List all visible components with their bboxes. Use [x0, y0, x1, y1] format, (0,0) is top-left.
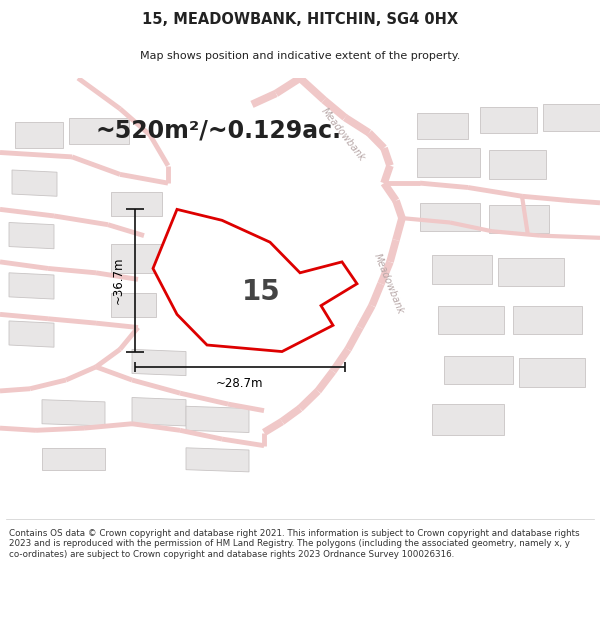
Polygon shape	[519, 358, 585, 386]
Polygon shape	[42, 400, 105, 426]
Text: ~36.7m: ~36.7m	[112, 257, 125, 304]
Polygon shape	[432, 404, 504, 435]
Polygon shape	[438, 306, 504, 334]
Text: Meadowbank: Meadowbank	[319, 106, 367, 164]
Polygon shape	[12, 170, 57, 196]
Text: ~520m²/~0.129ac.: ~520m²/~0.129ac.	[96, 119, 342, 142]
Polygon shape	[132, 398, 186, 426]
Polygon shape	[186, 448, 249, 472]
Text: Meadowbank: Meadowbank	[372, 252, 406, 316]
Polygon shape	[480, 106, 537, 132]
Polygon shape	[417, 113, 468, 139]
Polygon shape	[513, 306, 582, 334]
Polygon shape	[111, 244, 162, 272]
Polygon shape	[111, 192, 162, 216]
Text: 15: 15	[242, 279, 280, 306]
Polygon shape	[15, 122, 63, 148]
Text: Map shows position and indicative extent of the property.: Map shows position and indicative extent…	[140, 51, 460, 61]
Polygon shape	[9, 321, 54, 348]
Polygon shape	[132, 349, 186, 376]
Polygon shape	[9, 222, 54, 249]
Polygon shape	[417, 148, 480, 176]
Polygon shape	[111, 292, 156, 316]
Polygon shape	[69, 118, 129, 144]
Polygon shape	[9, 272, 54, 299]
Polygon shape	[432, 255, 492, 284]
Polygon shape	[420, 202, 480, 231]
Polygon shape	[543, 104, 600, 131]
Polygon shape	[444, 356, 513, 384]
Polygon shape	[489, 150, 546, 179]
Polygon shape	[186, 406, 249, 432]
Polygon shape	[153, 209, 357, 351]
Text: ~28.7m: ~28.7m	[216, 377, 264, 390]
Text: 15, MEADOWBANK, HITCHIN, SG4 0HX: 15, MEADOWBANK, HITCHIN, SG4 0HX	[142, 12, 458, 27]
Polygon shape	[498, 258, 564, 286]
Text: Contains OS data © Crown copyright and database right 2021. This information is : Contains OS data © Crown copyright and d…	[9, 529, 580, 559]
Polygon shape	[489, 205, 549, 233]
Polygon shape	[42, 448, 105, 470]
